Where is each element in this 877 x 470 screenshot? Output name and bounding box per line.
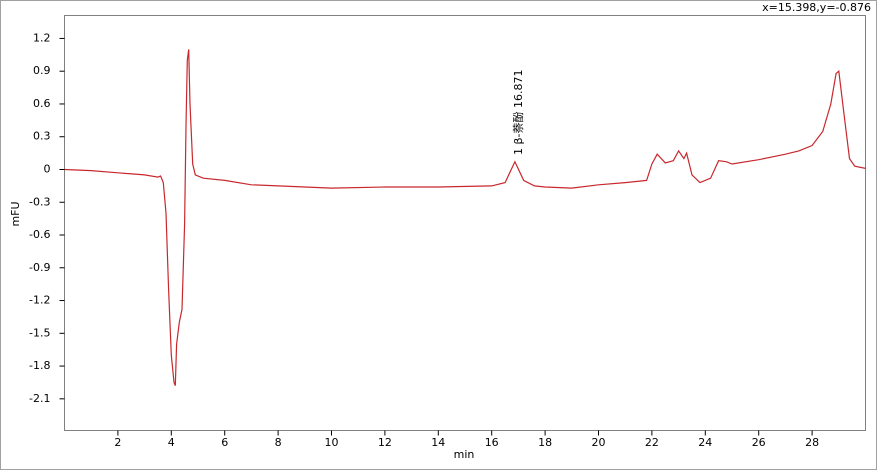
y-tick-label: 0.6: [33, 97, 51, 110]
y-tick-label: -0.9: [29, 261, 50, 274]
x-tick-label: 14: [431, 436, 445, 449]
peak-label: 1 β-萘酚 16.871: [511, 70, 525, 155]
x-tick-label: 4: [168, 436, 175, 449]
y-tick-label: 0: [44, 162, 51, 175]
x-tick-label: 28: [805, 436, 819, 449]
x-tick-label: 24: [698, 436, 712, 449]
x-tick-label: 16: [485, 436, 499, 449]
y-axis-label: mFU: [9, 201, 22, 226]
x-tick-label: 20: [592, 436, 606, 449]
y-tick-label: 1.2: [33, 31, 51, 44]
x-tick-label: 26: [752, 436, 766, 449]
y-tick-label: -0.3: [29, 195, 50, 208]
x-tick-label: 10: [325, 436, 339, 449]
x-tick-label: 2: [114, 436, 121, 449]
x-tick-label: 8: [275, 436, 282, 449]
y-tick-label: -2.1: [29, 392, 50, 405]
y-tick-label: 0.3: [33, 130, 51, 143]
x-tick-label: 22: [645, 436, 659, 449]
y-tick-label: 0.9: [33, 64, 51, 77]
x-tick-label: 6: [221, 436, 228, 449]
y-tick-label: -0.6: [29, 228, 50, 241]
cursor-readout: x=15.398,y=-0.876: [762, 1, 871, 14]
x-tick-label: 12: [378, 436, 392, 449]
y-tick-label: -1.8: [29, 359, 50, 372]
y-tick-label: -1.2: [29, 294, 50, 307]
plot-frame: [64, 15, 866, 431]
trace-line: [64, 49, 866, 386]
x-axis-label: min: [454, 448, 475, 461]
x-tick-label: 18: [538, 436, 552, 449]
y-tick-label: -1.5: [29, 326, 50, 339]
